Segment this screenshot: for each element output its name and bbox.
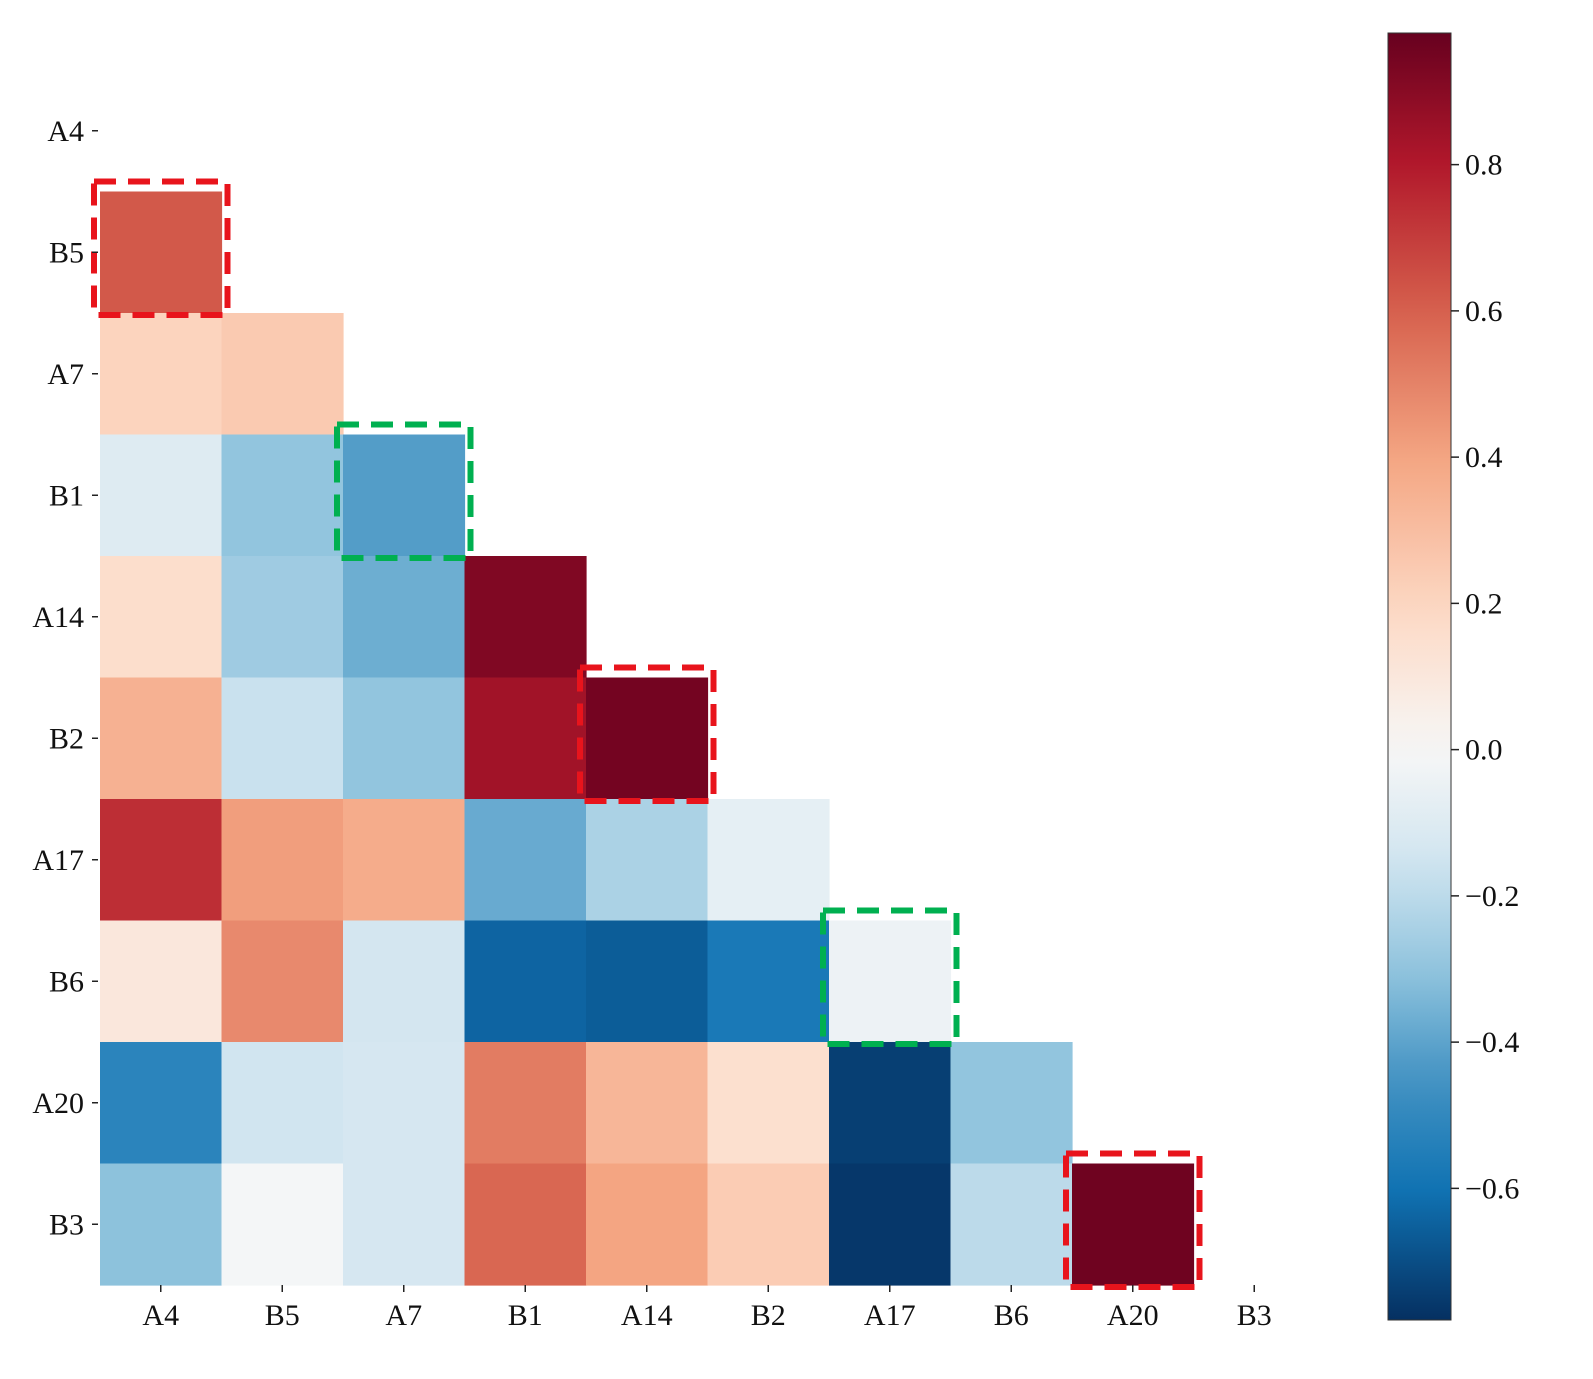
heatmap-cell-A17-A14 — [586, 799, 709, 922]
heatmap-cell-A20-B2 — [707, 1042, 830, 1165]
heatmap-cell-B6-A4 — [100, 920, 223, 1043]
y-tick-label-A20: A20 — [32, 1087, 84, 1120]
heatmap-cell-A20-A4 — [100, 1042, 223, 1165]
heatmap-cell-B3-A14 — [586, 1163, 709, 1286]
heatmap-cell-A14-B1 — [464, 556, 587, 679]
heatmap-cell-B2-A7 — [343, 677, 466, 800]
x-tick-label-A14: A14 — [621, 1299, 673, 1332]
heatmap-cell-B3-A20 — [1072, 1163, 1195, 1286]
heatmap-cell-B3-B5 — [221, 1163, 344, 1286]
x-tick-label-B2: B2 — [751, 1299, 786, 1332]
colorbar-tick-label: 0.8 — [1465, 149, 1503, 182]
x-tick-label-A4: A4 — [142, 1299, 179, 1332]
heatmap-cell-A14-A4 — [100, 556, 223, 679]
colorbar-tick-label: 0.4 — [1465, 441, 1503, 474]
colorbar-gradient — [1387, 32, 1452, 1321]
colorbar-tick-label: 0.6 — [1465, 295, 1503, 328]
heatmap-cell-A20-B6 — [950, 1042, 1073, 1165]
colorbar-tick-label: 0.2 — [1465, 587, 1503, 620]
heatmap-cell-B6-B5 — [221, 920, 344, 1043]
x-axis: A4 B5 A7 B1 A14 B2 A17 B6 A20 B3 — [142, 1285, 1272, 1332]
x-tick-label-B5: B5 — [265, 1299, 300, 1332]
y-tick-label-B5: B5 — [49, 236, 84, 269]
colorbar-tick-label: −0.6 — [1465, 1172, 1519, 1205]
colorbar-tick-label: 0.0 — [1465, 734, 1503, 767]
y-tick-label-B6: B6 — [49, 965, 84, 998]
heatmap-cell-A17-B5 — [221, 799, 344, 922]
heatmap-cell-B6-B2 — [707, 920, 830, 1043]
heatmap-cell-A20-B1 — [464, 1042, 587, 1165]
heatmap-cell-B1-B5 — [221, 434, 344, 557]
colorbar-tick-label: −0.4 — [1465, 1026, 1519, 1059]
heatmap-cell-B2-B5 — [221, 677, 344, 800]
heatmap-cell-A14-A7 — [343, 556, 466, 679]
heatmap-cell-B3-B1 — [464, 1163, 587, 1286]
heatmap-cell-A17-A4 — [100, 799, 223, 922]
heatmap-cell-A17-B1 — [464, 799, 587, 922]
x-tick-label-A7: A7 — [385, 1299, 422, 1332]
heatmap-cell-A17-B2 — [707, 799, 830, 922]
x-tick-label-A20: A20 — [1107, 1299, 1159, 1332]
y-tick-label-B2: B2 — [49, 722, 84, 755]
y-tick-label-A7: A7 — [47, 358, 84, 391]
heatmap-cell-B3-A7 — [343, 1163, 466, 1286]
heatmap-cell-B1-A4 — [100, 434, 223, 557]
heatmap-cell-A20-A7 — [343, 1042, 466, 1165]
x-tick-label-A17: A17 — [864, 1299, 916, 1332]
heatmap-cell-A7-B5 — [221, 313, 344, 436]
heatmap-cell-B1-A7 — [343, 434, 466, 557]
heatmap-cell-B2-B1 — [464, 677, 587, 800]
heatmap-cell-A20-A17 — [829, 1042, 952, 1165]
heatmap-cell-A14-B5 — [221, 556, 344, 679]
heatmap-cell-B2-A14 — [586, 677, 709, 800]
heatmap-cell-A20-B5 — [221, 1042, 344, 1165]
heatmap-cells — [100, 191, 1195, 1286]
y-tick-label-B3: B3 — [49, 1208, 84, 1241]
colorbar-tick-label: −0.2 — [1465, 880, 1519, 913]
heatmap-cell-B6-A7 — [343, 920, 466, 1043]
heatmap-cell-B6-A14 — [586, 920, 709, 1043]
heatmap-cell-B3-B6 — [950, 1163, 1073, 1286]
x-tick-label-B3: B3 — [1237, 1299, 1272, 1332]
heatmap-cell-B3-A4 — [100, 1163, 223, 1286]
y-tick-label-A4: A4 — [47, 115, 84, 148]
heatmap-cell-A17-A7 — [343, 799, 466, 922]
heatmap-cell-A20-A14 — [586, 1042, 709, 1165]
x-tick-label-B1: B1 — [508, 1299, 543, 1332]
heatmap-cell-B6-A17 — [829, 920, 952, 1043]
y-tick-label-B1: B1 — [49, 479, 84, 512]
x-tick-label-B6: B6 — [994, 1299, 1029, 1332]
heatmap-cell-B3-A17 — [829, 1163, 952, 1286]
y-tick-label-A17: A17 — [32, 844, 84, 877]
colorbar: −0.6 −0.4 −0.2 0.0 0.2 0.4 0.6 0.8 — [1387, 32, 1519, 1321]
heatmap-cell-A7-A4 — [100, 313, 223, 436]
y-axis: A4 B5 A7 B1 A14 B2 A17 B6 A20 B3 — [32, 115, 98, 1241]
heatmap-cell-B6-B1 — [464, 920, 587, 1043]
heatmap-cell-B5-A4 — [100, 191, 223, 314]
y-tick-label-A14: A14 — [32, 601, 84, 634]
heatmap-cell-B2-A4 — [100, 677, 223, 800]
heatmap-cell-B3-B2 — [707, 1163, 830, 1286]
